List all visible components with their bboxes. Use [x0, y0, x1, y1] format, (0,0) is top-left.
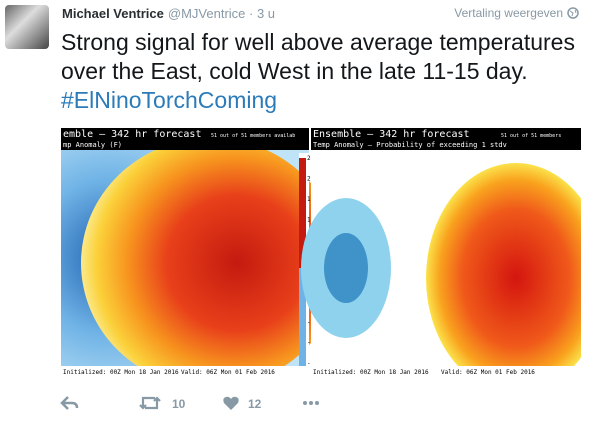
- footer-right: [311, 366, 581, 386]
- like-count: 12: [248, 397, 262, 411]
- header-left: [61, 128, 309, 150]
- map-subtitle: Temp Anomaly – Probability of exceeding …: [313, 141, 507, 149]
- tweet-text: Strong signal for well above average tem…: [61, 28, 581, 115]
- scale-label: 20: [307, 176, 315, 183]
- cold-core: [324, 233, 368, 303]
- scale-label: 25: [307, 155, 315, 162]
- translate-link[interactable]: Vertaling weergeven: [454, 6, 563, 20]
- handle[interactable]: @MJVentrice: [167, 6, 246, 21]
- avatar[interactable]: [5, 5, 49, 49]
- retweet-icon[interactable]: [139, 395, 161, 411]
- initialized: Initialized: 00Z Mon 18 Jan 2016: [313, 369, 429, 376]
- author-name[interactable]: Michael Ventrice: [62, 6, 164, 21]
- warm-region-right: [426, 163, 581, 386]
- scale-label: 15: [307, 196, 315, 203]
- valid: Valid: 06Z Mon 01 Feb 2016: [181, 369, 275, 376]
- members: 51 out of 51 members: [501, 133, 561, 139]
- hashtag[interactable]: #ElNinoTorchComing: [61, 87, 278, 113]
- reply-icon[interactable]: [60, 394, 80, 412]
- colorbar-warm: [299, 158, 306, 268]
- tweet-image[interactable]: 2520151050-5-10-15-20-25 emble – 342 hr …: [61, 128, 581, 386]
- map-subtitle: mp Anomaly (F): [63, 141, 122, 149]
- more-icon[interactable]: [302, 400, 320, 406]
- retweet-count: 10: [172, 397, 186, 411]
- time[interactable]: 3 u: [256, 6, 276, 21]
- valid: Valid: 06Z Mon 01 Feb 2016: [441, 369, 535, 376]
- scale-label: 10: [307, 217, 315, 224]
- warm-region: [81, 138, 341, 386]
- text: Strong signal for well above average tem…: [61, 29, 575, 84]
- footer-left: [61, 366, 309, 386]
- author: Michael Ventrice @MJVentrice · 3 u: [62, 6, 275, 21]
- members: 51 out of 51 members availab: [211, 133, 295, 139]
- header-right: [311, 128, 581, 150]
- map-title: emble – 342 hr forecast: [63, 129, 201, 140]
- separator: ·: [245, 6, 257, 21]
- globe-icon: [567, 7, 579, 19]
- like-icon[interactable]: [222, 395, 240, 411]
- colorbar-cold: [299, 268, 306, 368]
- map-title: Ensemble – 342 hr forecast: [313, 129, 470, 140]
- initialized: Initialized: 00Z Mon 18 Jan 2016: [63, 369, 179, 376]
